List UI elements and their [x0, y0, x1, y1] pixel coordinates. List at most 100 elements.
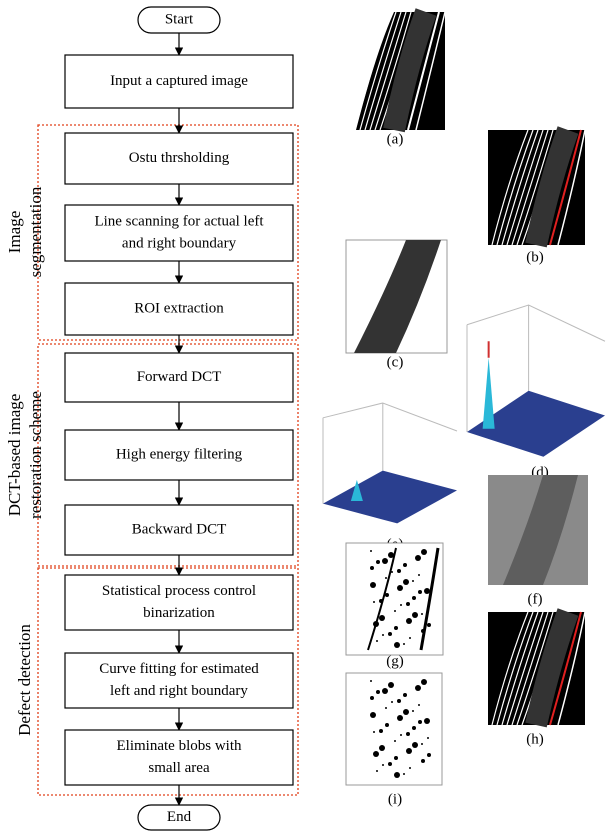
blob [421, 759, 425, 763]
panel-label: (b) [526, 249, 544, 265]
panel-label: (g) [386, 653, 404, 669]
blob [397, 585, 403, 591]
blob [382, 688, 388, 694]
node-label: Input a captured image [110, 73, 248, 89]
blob [379, 615, 385, 621]
panel-label: (h) [526, 731, 544, 747]
blob [385, 707, 387, 709]
blob [388, 762, 392, 766]
panel-image [346, 673, 442, 785]
blob [385, 723, 389, 727]
blob [388, 552, 394, 558]
blob [403, 773, 405, 775]
blob [373, 601, 375, 603]
blob [400, 734, 402, 736]
blob [388, 682, 394, 688]
blob [427, 737, 429, 739]
blob [403, 709, 409, 715]
panel-image [488, 475, 588, 585]
blob [376, 560, 380, 564]
blob [373, 621, 379, 627]
blob [406, 618, 412, 624]
panel-label: (c) [387, 354, 404, 370]
image-bg [346, 673, 442, 785]
blob [412, 612, 418, 618]
node-label: Start [165, 11, 194, 27]
blob [397, 699, 401, 703]
node-label: Statistical process control [102, 583, 256, 599]
blob [421, 679, 427, 685]
node-label: Forward DCT [137, 369, 222, 385]
blob [370, 566, 374, 570]
blob [370, 696, 374, 700]
panel-image [323, 403, 457, 523]
group-label-line: Image [5, 211, 24, 253]
blob [412, 726, 416, 730]
blob [370, 712, 376, 718]
blob [394, 610, 396, 612]
blob [424, 718, 430, 724]
blob [406, 602, 410, 606]
blob [421, 629, 425, 633]
blob [418, 720, 422, 724]
blob [403, 643, 405, 645]
node-label: left and right boundary [110, 683, 248, 699]
blob [370, 582, 376, 588]
panel-image [488, 612, 585, 725]
blob [421, 743, 423, 745]
blob [376, 770, 378, 772]
node-label: and right boundary [122, 235, 237, 251]
blob [412, 742, 418, 748]
blob [406, 748, 412, 754]
blob [394, 772, 400, 778]
group-label-line: restoration scheme [26, 391, 45, 519]
blob [427, 623, 431, 627]
blob [370, 550, 372, 552]
node-label: binarization [143, 605, 215, 621]
blob [382, 764, 384, 766]
node-label: High energy filtering [116, 446, 243, 462]
node-label: small area [148, 760, 210, 776]
blob [370, 680, 372, 682]
blob [412, 596, 416, 600]
blob [427, 607, 429, 609]
node-label: Eliminate blobs with [117, 738, 242, 754]
blob [394, 626, 398, 630]
blob [379, 599, 383, 603]
blob [418, 574, 420, 576]
blob [379, 729, 383, 733]
blob [394, 642, 400, 648]
blob [403, 563, 407, 567]
blob [397, 569, 401, 573]
blob [382, 558, 388, 564]
node-label: ROI extraction [134, 300, 224, 316]
blob [385, 593, 389, 597]
blob [391, 571, 393, 573]
blob [424, 588, 430, 594]
blob [421, 549, 427, 555]
group-label-line: segmentation [26, 186, 45, 277]
panel-image [346, 240, 447, 353]
blob [415, 555, 421, 561]
blob [394, 740, 396, 742]
blob [403, 693, 407, 697]
panel-label: (f) [528, 591, 543, 607]
panel-image [488, 130, 585, 245]
blob [388, 632, 392, 636]
blob [382, 634, 384, 636]
flowchart-figure: Start Input a captured image Ostu thrshold… [0, 0, 612, 836]
blob [406, 732, 410, 736]
node-label: End [167, 809, 192, 825]
group-label-line: Defect detection [15, 624, 34, 736]
blob [412, 710, 414, 712]
panel-label: (a) [387, 131, 404, 147]
node-label: Curve fitting for estimated [99, 661, 259, 677]
blob [397, 715, 403, 721]
blob [427, 753, 431, 757]
blob [412, 580, 414, 582]
node-label: Ostu thrsholding [129, 150, 230, 166]
blob [415, 685, 421, 691]
plane [323, 471, 457, 524]
